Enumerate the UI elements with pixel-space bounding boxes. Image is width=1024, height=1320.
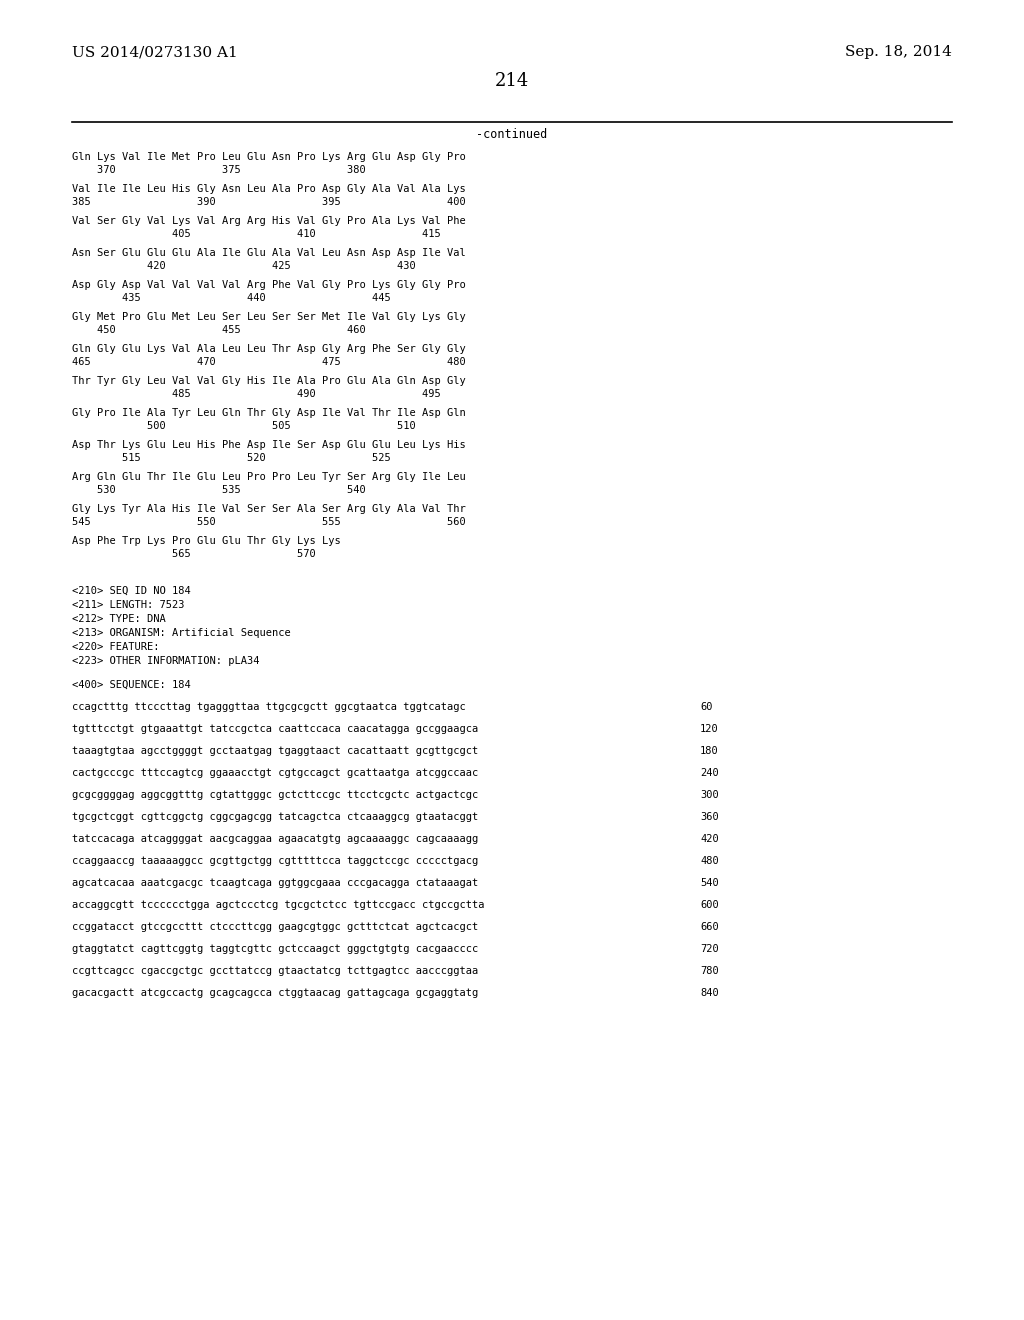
Text: 450                 455                 460: 450 455 460	[72, 325, 366, 335]
Text: 385                 390                 395                 400: 385 390 395 400	[72, 197, 466, 207]
Text: Asp Gly Asp Val Val Val Val Arg Phe Val Gly Pro Lys Gly Gly Pro: Asp Gly Asp Val Val Val Val Arg Phe Val …	[72, 280, 466, 290]
Text: <223> OTHER INFORMATION: pLA34: <223> OTHER INFORMATION: pLA34	[72, 656, 259, 667]
Text: Val Ser Gly Val Lys Val Arg Arg His Val Gly Pro Ala Lys Val Phe: Val Ser Gly Val Lys Val Arg Arg His Val …	[72, 216, 466, 226]
Text: 214: 214	[495, 73, 529, 90]
Text: Val Ile Ile Leu His Gly Asn Leu Ala Pro Asp Gly Ala Val Ala Lys: Val Ile Ile Leu His Gly Asn Leu Ala Pro …	[72, 183, 466, 194]
Text: 300: 300	[700, 789, 719, 800]
Text: 180: 180	[700, 746, 719, 756]
Text: 360: 360	[700, 812, 719, 822]
Text: 420                 425                 430: 420 425 430	[72, 261, 416, 271]
Text: gcgcggggag aggcggtttg cgtattgggc gctcttccgc ttcctcgctc actgactcgc: gcgcggggag aggcggtttg cgtattgggc gctcttc…	[72, 789, 478, 800]
Text: <211> LENGTH: 7523: <211> LENGTH: 7523	[72, 601, 184, 610]
Text: Gly Pro Ile Ala Tyr Leu Gln Thr Gly Asp Ile Val Thr Ile Asp Gln: Gly Pro Ile Ala Tyr Leu Gln Thr Gly Asp …	[72, 408, 466, 418]
Text: 660: 660	[700, 921, 719, 932]
Text: tgcgctcggt cgttcggctg cggcgagcgg tatcagctca ctcaaaggcg gtaatacggt: tgcgctcggt cgttcggctg cggcgagcgg tatcagc…	[72, 812, 478, 822]
Text: 435                 440                 445: 435 440 445	[72, 293, 391, 304]
Text: Gly Met Pro Glu Met Leu Ser Leu Ser Ser Met Ile Val Gly Lys Gly: Gly Met Pro Glu Met Leu Ser Leu Ser Ser …	[72, 312, 466, 322]
Text: Gln Lys Val Ile Met Pro Leu Glu Asn Pro Lys Arg Glu Asp Gly Pro: Gln Lys Val Ile Met Pro Leu Glu Asn Pro …	[72, 152, 466, 162]
Text: 500                 505                 510: 500 505 510	[72, 421, 416, 432]
Text: <213> ORGANISM: Artificial Sequence: <213> ORGANISM: Artificial Sequence	[72, 628, 291, 638]
Text: Gln Gly Glu Lys Val Ala Leu Leu Thr Asp Gly Arg Phe Ser Gly Gly: Gln Gly Glu Lys Val Ala Leu Leu Thr Asp …	[72, 345, 466, 354]
Text: 720: 720	[700, 944, 719, 954]
Text: <210> SEQ ID NO 184: <210> SEQ ID NO 184	[72, 586, 190, 597]
Text: <400> SEQUENCE: 184: <400> SEQUENCE: 184	[72, 680, 190, 690]
Text: 780: 780	[700, 966, 719, 975]
Text: agcatcacaa aaatcgacgc tcaagtcaga ggtggcgaaa cccgacagga ctataaagat: agcatcacaa aaatcgacgc tcaagtcaga ggtggcg…	[72, 878, 478, 888]
Text: cactgcccgc tttccagtcg ggaaacctgt cgtgccagct gcattaatga atcggccaac: cactgcccgc tttccagtcg ggaaacctgt cgtgcca…	[72, 768, 478, 777]
Text: tgtttcctgt gtgaaattgt tatccgctca caattccaca caacatagga gccggaagca: tgtttcctgt gtgaaattgt tatccgctca caattcc…	[72, 723, 478, 734]
Text: Asp Thr Lys Glu Leu His Phe Asp Ile Ser Asp Glu Glu Leu Lys His: Asp Thr Lys Glu Leu His Phe Asp Ile Ser …	[72, 440, 466, 450]
Text: US 2014/0273130 A1: US 2014/0273130 A1	[72, 45, 238, 59]
Text: ccaggaaccg taaaaaggcc gcgttgctgg cgtttttcca taggctccgc ccccctgacg: ccaggaaccg taaaaaggcc gcgttgctgg cgttttt…	[72, 855, 478, 866]
Text: Arg Gln Glu Thr Ile Glu Leu Pro Pro Leu Tyr Ser Arg Gly Ile Leu: Arg Gln Glu Thr Ile Glu Leu Pro Pro Leu …	[72, 473, 466, 482]
Text: 370                 375                 380: 370 375 380	[72, 165, 366, 176]
Text: <220> FEATURE:: <220> FEATURE:	[72, 642, 160, 652]
Text: 530                 535                 540: 530 535 540	[72, 484, 366, 495]
Text: 240: 240	[700, 768, 719, 777]
Text: ccagctttg ttcccttag tgagggttaa ttgcgcgctt ggcgtaatca tggtcatagc: ccagctttg ttcccttag tgagggttaa ttgcgcgct…	[72, 702, 466, 711]
Text: gacacgactt atcgccactg gcagcagcca ctggtaacag gattagcaga gcgaggtatg: gacacgactt atcgccactg gcagcagcca ctggtaa…	[72, 987, 478, 998]
Text: 515                 520                 525: 515 520 525	[72, 453, 391, 463]
Text: taaagtgtaa agcctggggt gcctaatgag tgaggtaact cacattaatt gcgttgcgct: taaagtgtaa agcctggggt gcctaatgag tgaggta…	[72, 746, 478, 756]
Text: Thr Tyr Gly Leu Val Val Gly His Ile Ala Pro Glu Ala Gln Asp Gly: Thr Tyr Gly Leu Val Val Gly His Ile Ala …	[72, 376, 466, 385]
Text: 485                 490                 495: 485 490 495	[72, 389, 440, 399]
Text: -continued: -continued	[476, 128, 548, 141]
Text: accaggcgtt tcccccctgga agctccctcg tgcgctctcc tgttccgacc ctgccgctta: accaggcgtt tcccccctgga agctccctcg tgcgct…	[72, 900, 484, 909]
Text: tatccacaga atcaggggat aacgcaggaa agaacatgtg agcaaaaggc cagcaaaagg: tatccacaga atcaggggat aacgcaggaa agaacat…	[72, 834, 478, 843]
Text: 600: 600	[700, 900, 719, 909]
Text: ccgttcagcc cgaccgctgc gccttatccg gtaactatcg tcttgagtcc aacccggtaa: ccgttcagcc cgaccgctgc gccttatccg gtaacta…	[72, 966, 478, 975]
Text: 405                 410                 415: 405 410 415	[72, 228, 440, 239]
Text: 60: 60	[700, 702, 713, 711]
Text: Asn Ser Glu Glu Glu Ala Ile Glu Ala Val Leu Asn Asp Asp Ile Val: Asn Ser Glu Glu Glu Ala Ile Glu Ala Val …	[72, 248, 466, 257]
Text: Asp Phe Trp Lys Pro Glu Glu Thr Gly Lys Lys: Asp Phe Trp Lys Pro Glu Glu Thr Gly Lys …	[72, 536, 341, 546]
Text: 565                 570: 565 570	[72, 549, 315, 558]
Text: 465                 470                 475                 480: 465 470 475 480	[72, 356, 466, 367]
Text: gtaggtatct cagttcggtg taggtcgttc gctccaagct gggctgtgtg cacgaacccc: gtaggtatct cagttcggtg taggtcgttc gctccaa…	[72, 944, 478, 954]
Text: ccggatacct gtccgccttt ctcccttcgg gaagcgtggc gctttctcat agctcacgct: ccggatacct gtccgccttt ctcccttcgg gaagcgt…	[72, 921, 478, 932]
Text: Sep. 18, 2014: Sep. 18, 2014	[845, 45, 952, 59]
Text: 480: 480	[700, 855, 719, 866]
Text: <212> TYPE: DNA: <212> TYPE: DNA	[72, 614, 166, 624]
Text: 420: 420	[700, 834, 719, 843]
Text: Gly Lys Tyr Ala His Ile Val Ser Ser Ala Ser Arg Gly Ala Val Thr: Gly Lys Tyr Ala His Ile Val Ser Ser Ala …	[72, 504, 466, 513]
Text: 120: 120	[700, 723, 719, 734]
Text: 840: 840	[700, 987, 719, 998]
Text: 540: 540	[700, 878, 719, 888]
Text: 545                 550                 555                 560: 545 550 555 560	[72, 517, 466, 527]
